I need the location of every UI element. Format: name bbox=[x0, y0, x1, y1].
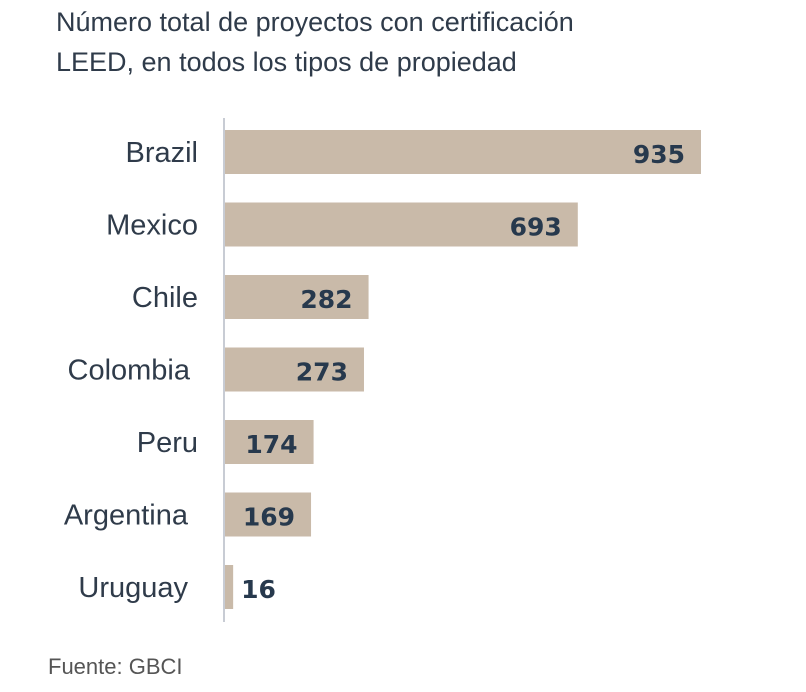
value-label-brazil: 935 bbox=[633, 140, 685, 169]
bar-mexico bbox=[225, 202, 578, 247]
category-label-brazil: Brazil bbox=[125, 137, 198, 169]
value-label-uruguay: 16 bbox=[241, 575, 276, 604]
category-label-colombia: Colombia bbox=[68, 355, 191, 387]
category-label-chile: Chile bbox=[132, 282, 198, 314]
category-label-peru: Peru bbox=[137, 427, 198, 459]
bar-uruguay bbox=[225, 565, 234, 609]
category-label-mexico: Mexico bbox=[106, 210, 198, 242]
bar-colombia bbox=[225, 347, 364, 392]
category-label-argentina: Argentina bbox=[64, 500, 189, 532]
value-label-chile: 282 bbox=[300, 285, 352, 314]
bar-brazil bbox=[225, 130, 701, 174]
bar-peru bbox=[225, 420, 314, 464]
category-label-uruguay: Uruguay bbox=[78, 572, 188, 604]
value-label-argentina: 169 bbox=[243, 503, 295, 532]
bars-group: Brazil 935 Mexico 693 Chile 282 Colombia 273 Per… bbox=[64, 130, 701, 609]
value-label-colombia: 273 bbox=[296, 358, 348, 387]
bar-chile bbox=[225, 275, 369, 319]
bar-argentina bbox=[225, 492, 312, 537]
value-label-peru: 174 bbox=[245, 430, 297, 459]
source-note: Fuente: GBCI bbox=[48, 654, 183, 679]
chart-title: Número total de proyectos con certificac… bbox=[56, 7, 574, 77]
value-label-mexico: 693 bbox=[510, 213, 562, 242]
